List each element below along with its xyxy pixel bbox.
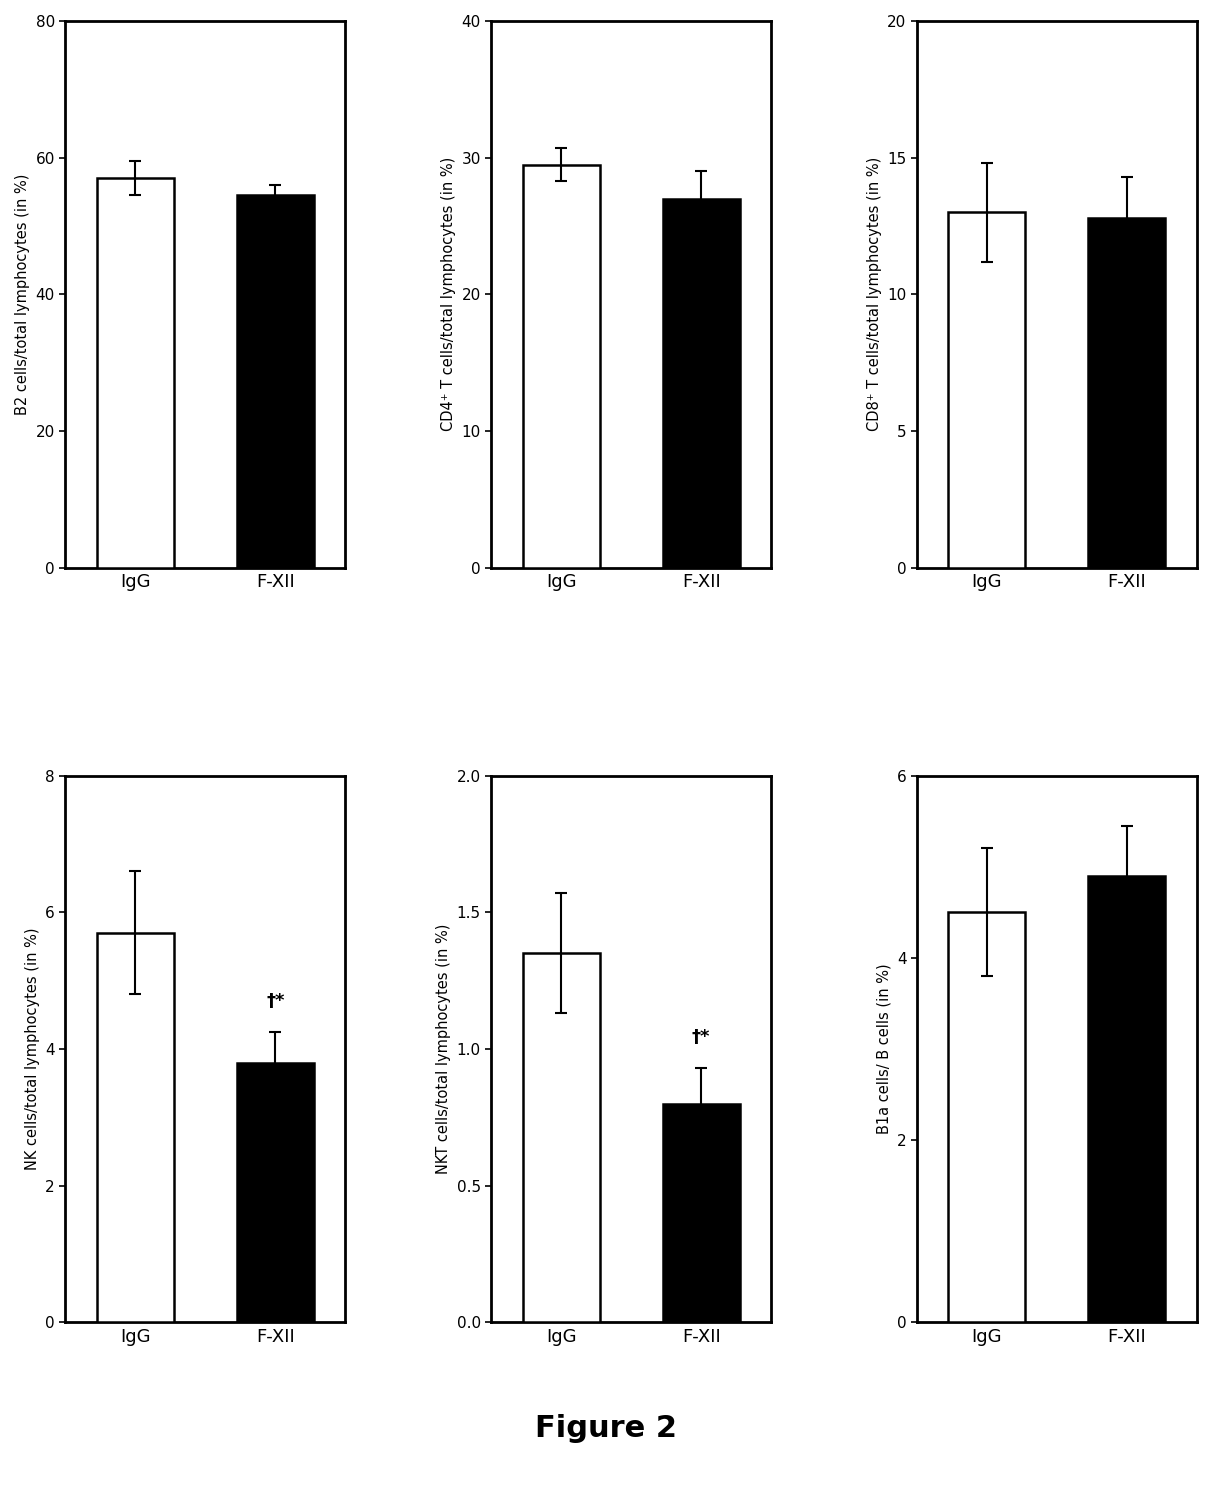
Y-axis label: B2 cells/total lymphocytes (in %): B2 cells/total lymphocytes (in %) [15,174,30,416]
Y-axis label: NK cells/total lymphocytes (in %): NK cells/total lymphocytes (in %) [24,928,40,1170]
Bar [522,165,600,567]
Bar [1088,218,1166,567]
Bar [1088,875,1166,1323]
Bar [663,198,739,567]
Text: Figure 2: Figure 2 [534,1414,678,1444]
Bar [236,195,314,567]
Y-axis label: NKT cells/total lymphocytes (in %): NKT cells/total lymphocytes (in %) [436,924,451,1173]
Y-axis label: B1a cells/ B cells (in %): B1a cells/ B cells (in %) [876,963,891,1134]
Y-axis label: CD8⁺ T cells/total lymphocytes (in %): CD8⁺ T cells/total lymphocytes (in %) [867,157,881,431]
Bar [97,178,173,567]
Text: †*: †* [267,992,285,1010]
Y-axis label: CD4⁺ T cells/total lymphocytes (in %): CD4⁺ T cells/total lymphocytes (in %) [441,157,456,431]
Bar [97,933,173,1323]
Bar [949,912,1025,1323]
Bar [522,953,600,1323]
Bar [236,1063,314,1323]
Text: †*: †* [692,1028,710,1046]
Bar [949,212,1025,567]
Bar [663,1104,739,1323]
